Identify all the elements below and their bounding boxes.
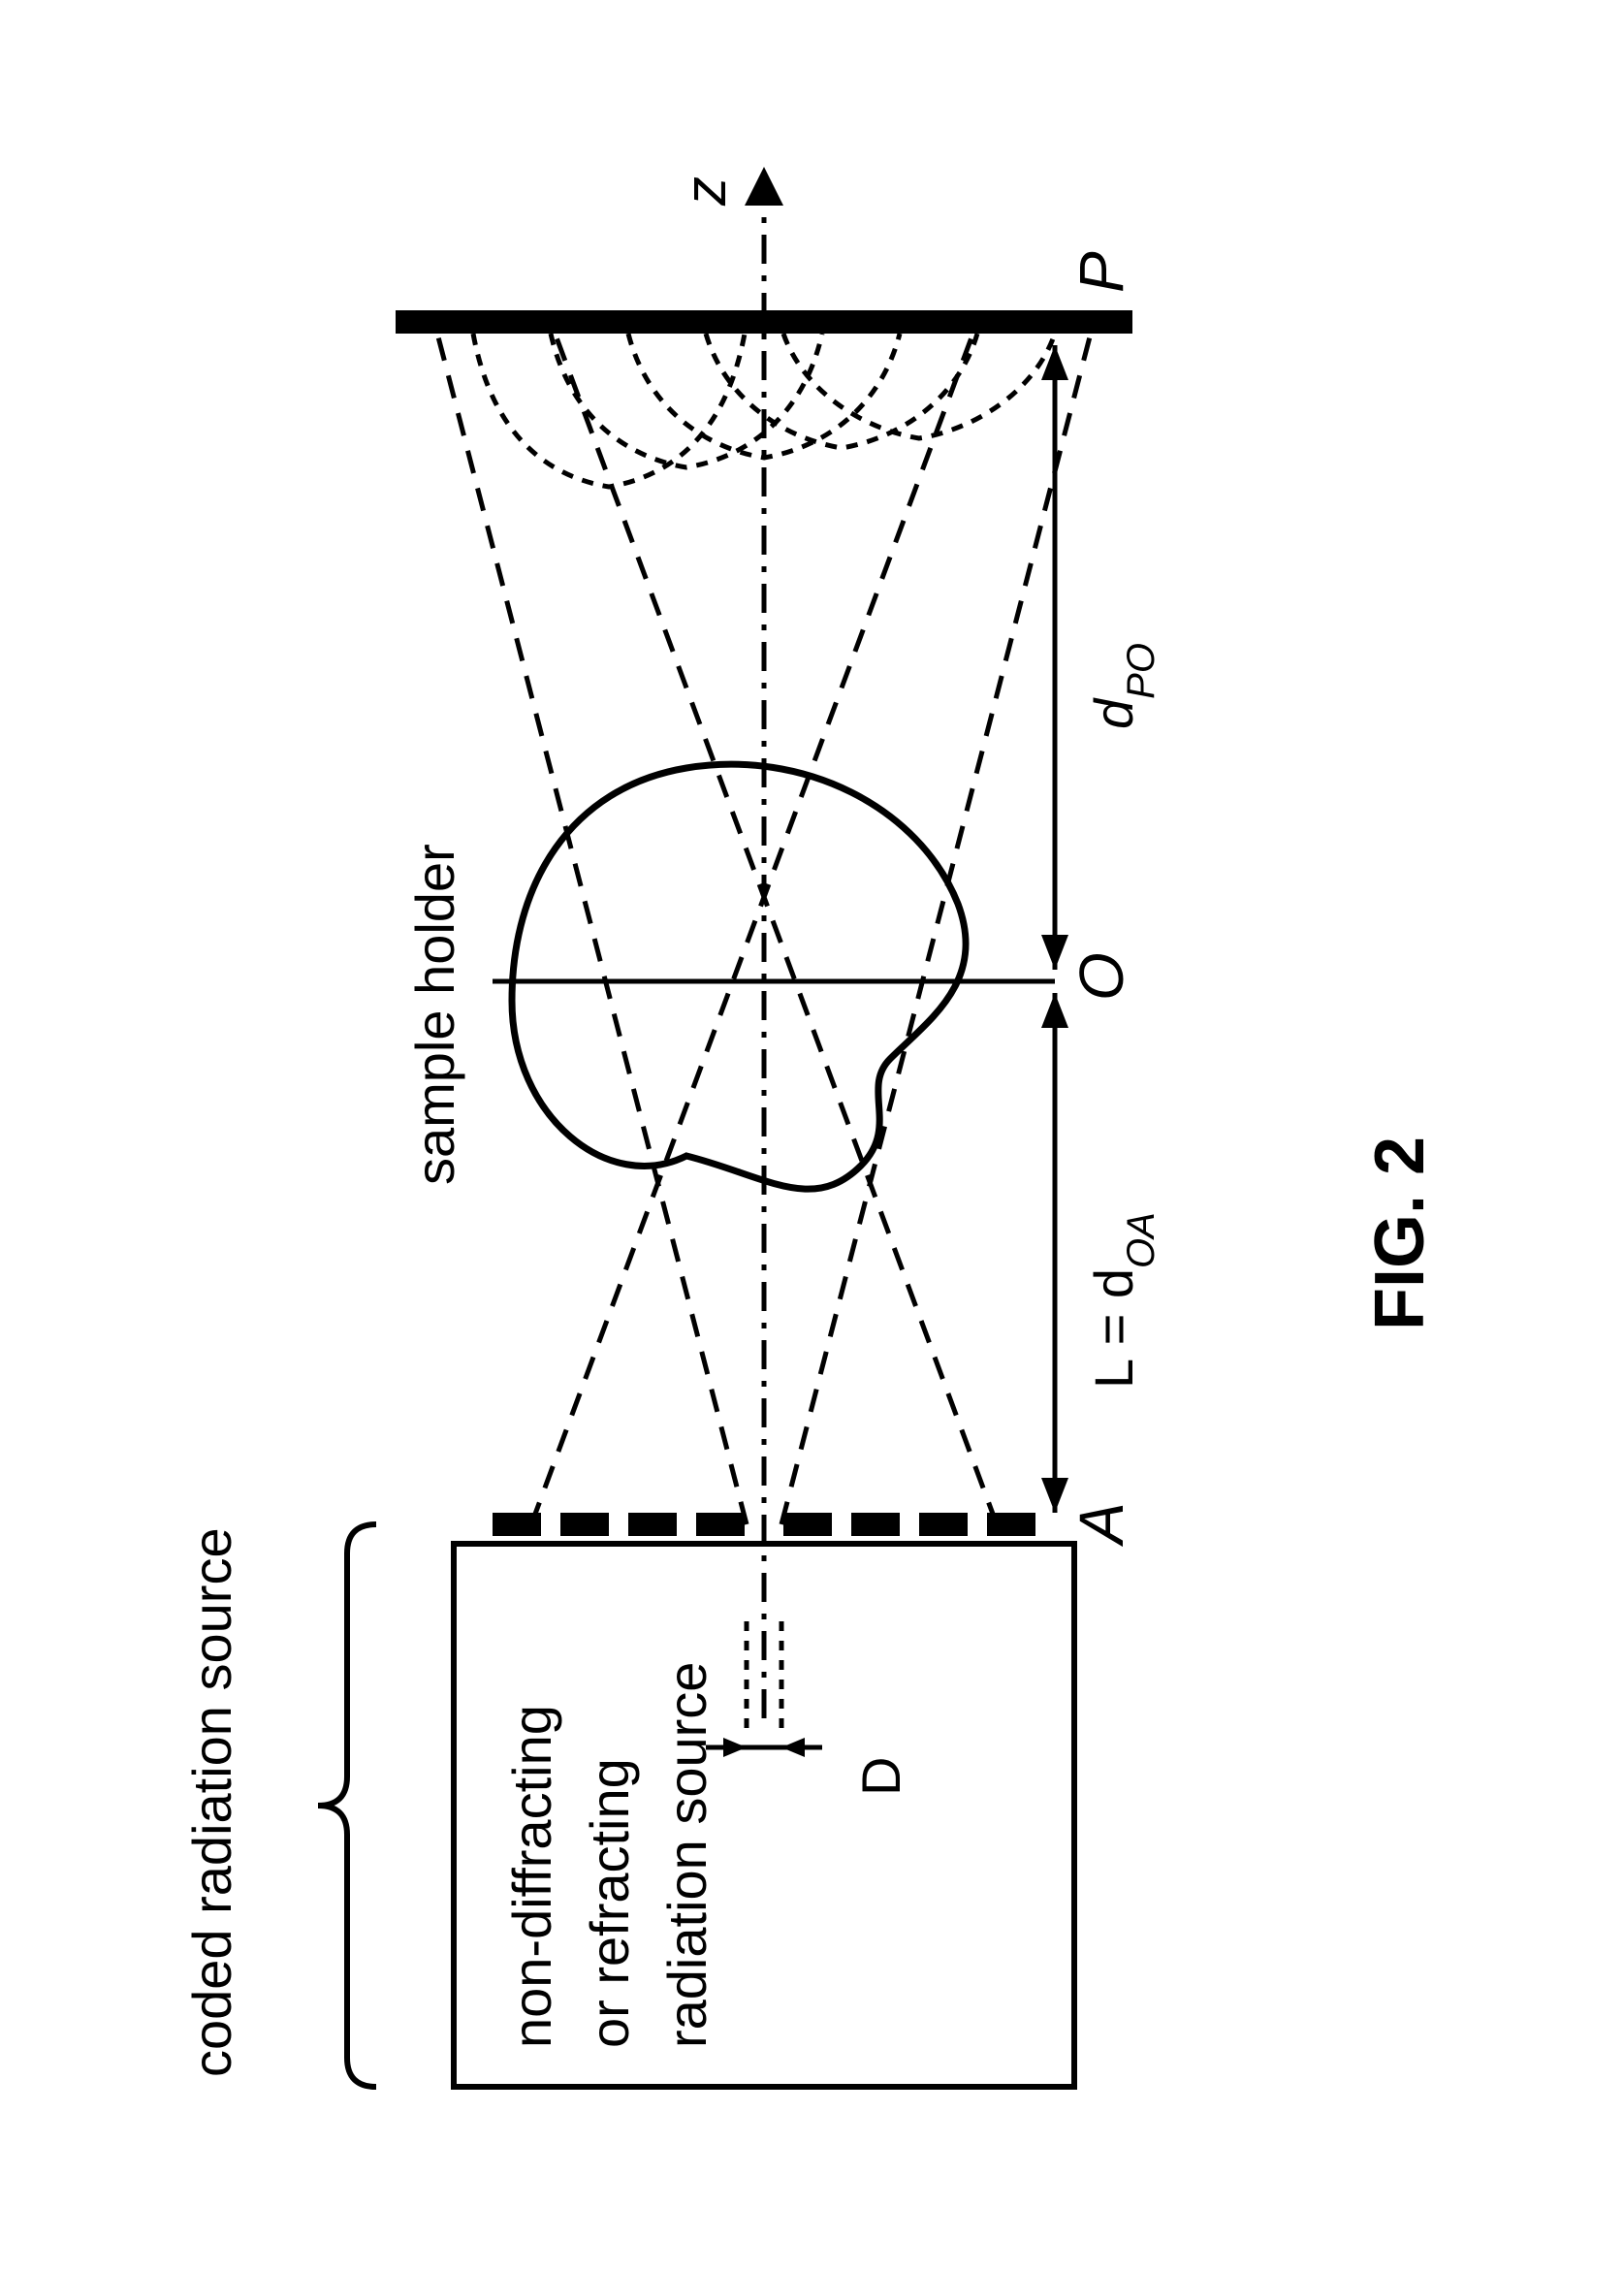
detector-plane bbox=[396, 310, 1132, 334]
cone2-upper bbox=[531, 322, 977, 1524]
z-arrowhead bbox=[745, 167, 783, 206]
cone1-upper bbox=[434, 322, 747, 1524]
distance-L-label: L = dOA bbox=[1083, 1212, 1162, 1389]
d-arrow-head-down bbox=[781, 1738, 805, 1757]
d-arrow-head-up bbox=[723, 1738, 747, 1757]
distance-dPO-label: dPO bbox=[1083, 643, 1162, 729]
coded-source-label-1: coded radiation source bbox=[181, 1527, 242, 2077]
optical-diagram-svg: coded radiation source non-diffracting o… bbox=[85, 70, 1540, 2203]
coded-source-brace bbox=[318, 1524, 376, 2087]
distance-dPO-arrow bbox=[1041, 345, 1068, 970]
plane-a-label: A bbox=[1067, 1502, 1136, 1548]
plane-o-label: O bbox=[1067, 952, 1136, 1001]
z-axis-label: z bbox=[673, 176, 738, 207]
source-box-text1: non-diffracting bbox=[501, 1705, 562, 2048]
cone2-lower bbox=[551, 322, 997, 1524]
distance-L-arrow bbox=[1041, 993, 1068, 1513]
source-box-text3: radiation source bbox=[656, 1661, 717, 2047]
cone1-lower bbox=[781, 322, 1094, 1524]
sample-holder-label: sample holder bbox=[404, 844, 465, 1185]
plane-p-label: P bbox=[1067, 251, 1136, 293]
d-label: D bbox=[850, 1756, 911, 1795]
source-box-text2: or refracting bbox=[579, 1758, 640, 2048]
figure-caption: FIG. 2 bbox=[1361, 1136, 1439, 1329]
diagram-container: coded radiation source non-diffracting o… bbox=[85, 70, 1540, 2203]
